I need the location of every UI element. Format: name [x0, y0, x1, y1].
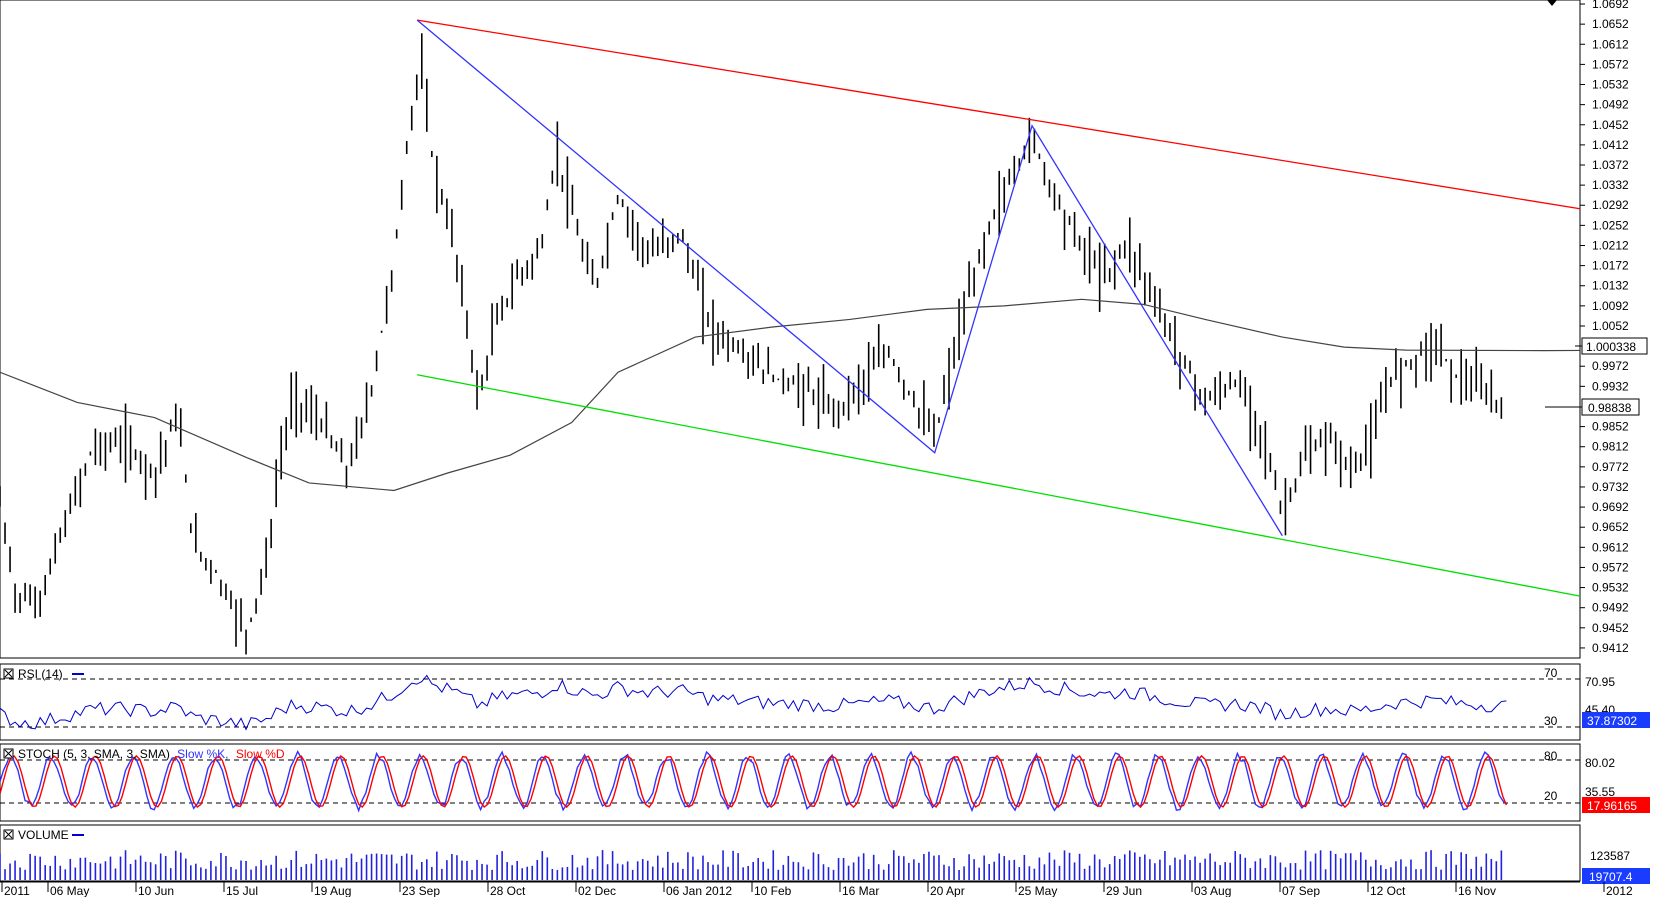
price-panel: 1.0692 1.0652 1.0612 1.0572 1.0532 1.0492 1.04… [0, 0, 1648, 659]
stoch-panel: STOCH (5, 3, SMA, 3, SMA) Slow %K, Slow … [0, 743, 1650, 822]
rsi-line [0, 674, 1507, 731]
date-tick-label: 2011 [4, 884, 30, 897]
lower-channel-line [417, 374, 1581, 597]
zigzag-line [416, 19, 1283, 537]
date-tick-label: 19 Aug [314, 884, 351, 897]
stoch-title: STOCH (5, 3, SMA, 3, SMA) [18, 747, 170, 761]
price-tick-label: 0.9852 [1592, 420, 1629, 434]
ma-badge-label: 1.000338 [1586, 340, 1636, 354]
last-price-badge: 0.98838 [1545, 398, 1640, 416]
rsi-last-label: 37.87302 [1587, 714, 1637, 728]
price-tick-label: 0.9612 [1592, 540, 1629, 554]
date-tick-label: 07 Sep [1282, 884, 1320, 897]
stoch-tick-20: 20 [1544, 789, 1558, 803]
rsi-tick-high: 70.95 [1585, 675, 1615, 689]
date-tick-label: 06 May [50, 884, 89, 897]
price-tick-label: 1.0292 [1592, 198, 1629, 212]
volume-panel: VOLUME 123587 19707.4 [0, 824, 1650, 884]
price-tick-label: 0.9932 [1592, 379, 1629, 393]
price-tick-label: 1.0412 [1592, 138, 1629, 152]
upper-channel-line [417, 19, 1581, 210]
date-tick-label: 03 Aug [1194, 884, 1231, 897]
price-tick-label: 0.9772 [1592, 460, 1629, 474]
date-tick-label: 10 Jun [138, 884, 174, 897]
price-tick-label: 0.9732 [1592, 480, 1629, 494]
price-tick-label: 1.0052 [1592, 319, 1629, 333]
price-tick-label: 1.0532 [1592, 78, 1629, 92]
date-tick-label: 25 May [1018, 884, 1057, 897]
volume-bars [0, 850, 1503, 880]
price-tick-label: 1.0332 [1592, 178, 1629, 192]
date-tick-label: 15 Jul [226, 884, 258, 897]
rsi-tick-70: 70 [1544, 666, 1558, 680]
price-tick-label: 0.9652 [1592, 520, 1629, 534]
rsi-title: RSI (14) [18, 667, 63, 681]
stoch-k-label: Slow %K, [177, 747, 228, 761]
date-tick-label: 12 Oct [1370, 884, 1406, 897]
price-tick-label: 1.0212 [1592, 238, 1629, 252]
price-bars [0, 33, 1503, 655]
price-tick-label: 1.0652 [1592, 17, 1629, 31]
date-tick-label: 2012 [1606, 884, 1633, 897]
price-tick-label: 1.0572 [1592, 57, 1629, 71]
price-tick-label: 1.0092 [1592, 299, 1629, 313]
price-axis: 1.0692 1.0652 1.0612 1.0572 1.0532 1.0492 1.04… [1580, 0, 1629, 655]
price-tick-label: 0.9532 [1592, 581, 1629, 595]
moving-average-line [0, 298, 1581, 492]
volume-last-label: 19707.4 [1589, 870, 1633, 884]
price-tick-label: 0.9572 [1592, 560, 1629, 574]
price-tick-label: 0.9492 [1592, 601, 1629, 615]
date-tick-label: 16 Nov [1458, 884, 1496, 897]
price-tick-label: 0.9692 [1592, 500, 1629, 514]
rsi-panel: RSI (14) 70 70.95 45.40 30 37.87302 [0, 663, 1650, 741]
stoch-tick-high: 80.02 [1585, 756, 1615, 770]
date-tick-label: 06 Jan 2012 [666, 884, 732, 897]
price-tick-label: 0.9452 [1592, 621, 1629, 635]
date-tick-label: 10 Feb [754, 884, 792, 897]
price-tick-label: 0.9972 [1592, 359, 1629, 373]
stoch-k-line [0, 749, 1507, 813]
price-tick-label: 1.0452 [1592, 118, 1629, 132]
price-tick-label: 0.9412 [1592, 641, 1629, 655]
price-tick-label: 1.0252 [1592, 218, 1629, 232]
price-tick-label: 1.0492 [1592, 98, 1629, 112]
price-tick-label: 1.0372 [1592, 158, 1629, 172]
rsi-tick-30: 30 [1544, 714, 1558, 728]
date-tick-label: 20 Apr [930, 884, 965, 897]
stoch-tick-mid: 35.55 [1585, 785, 1615, 799]
price-tick-label: 1.0612 [1592, 37, 1629, 51]
price-tick-label: 1.0172 [1592, 259, 1629, 273]
date-tick-label: 23 Sep [402, 884, 440, 897]
collapse-arrow-icon[interactable] [1547, 0, 1557, 6]
price-tick-label: 0.9812 [1592, 440, 1629, 454]
date-tick-label: 29 Jun [1106, 884, 1142, 897]
stoch-d-label: Slow %D [236, 747, 285, 761]
stoch-last-label: 17.96165 [1587, 799, 1637, 813]
date-tick-label: 16 Mar [842, 884, 879, 897]
last-price-label: 0.98838 [1588, 401, 1632, 415]
date-axis: 2011 06 May 10 Jun 15 Jul 19 Aug 23 Sep 28 Oct… [0, 881, 1633, 897]
stoch-d-line [0, 754, 1508, 809]
price-tick-label: 1.0132 [1592, 279, 1629, 293]
price-tick-label: 1.0692 [1592, 0, 1629, 11]
stoch-tick-80: 80 [1544, 749, 1558, 763]
volume-tick: 123587 [1590, 849, 1630, 863]
svg-text:STOCH (5, 3, SMA, 3, SMA): STOCH (5, 3, SMA, 3, SMA) Slow %K, Slow … [18, 747, 285, 761]
ma-badge: 1.000338 [1575, 337, 1648, 355]
date-tick-label: 02 Dec [578, 884, 616, 897]
volume-title: VOLUME [18, 828, 69, 842]
date-tick-label: 28 Oct [490, 884, 526, 897]
